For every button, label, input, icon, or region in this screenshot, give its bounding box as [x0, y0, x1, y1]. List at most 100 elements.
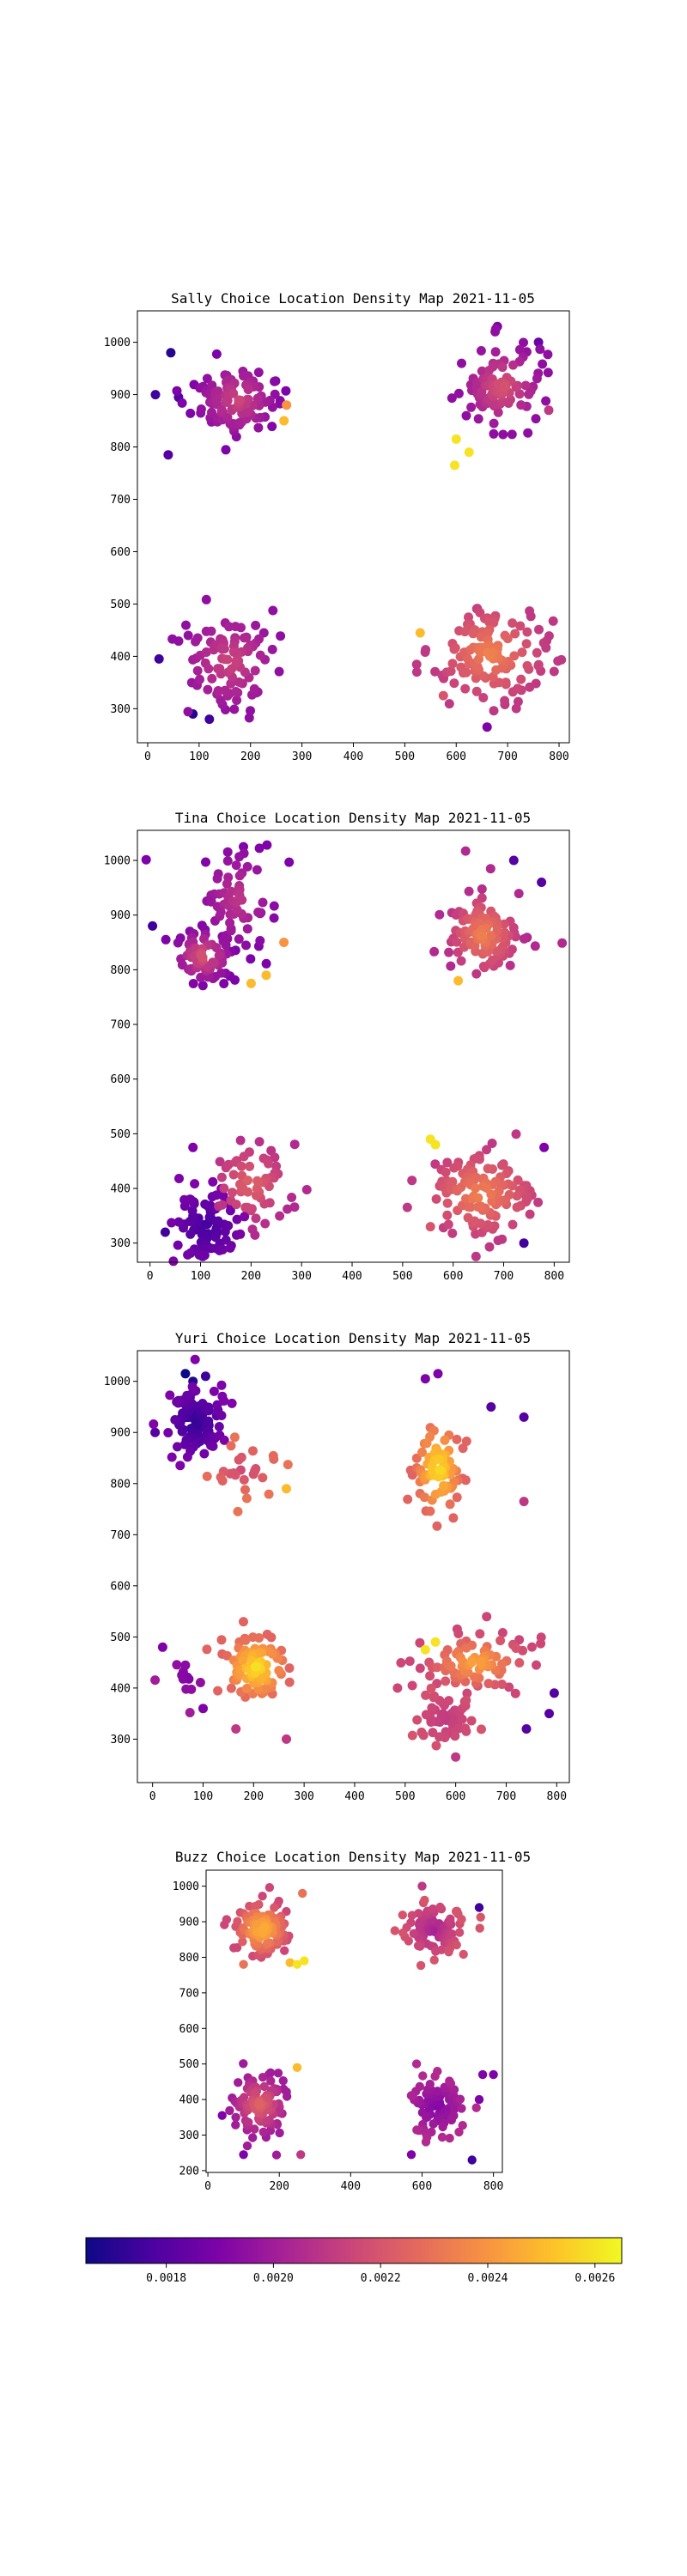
scatter-point [508, 855, 519, 866]
scatter-point [521, 1724, 532, 1734]
scatter-point [420, 1374, 430, 1384]
scatter-point [271, 2150, 282, 2160]
scatter-point [476, 1656, 486, 1667]
scatter-point [276, 631, 286, 641]
scatter-point [242, 1202, 252, 1212]
scatter-point [452, 1940, 461, 1950]
x-tick-label: 700 [497, 750, 517, 763]
y-tick-label: 500 [111, 1128, 131, 1141]
scatter-point [213, 386, 223, 397]
scatter-point [510, 629, 520, 639]
scatter-point [543, 349, 553, 360]
scatter-point [165, 1390, 175, 1400]
scatter-point [226, 886, 236, 896]
scatter-point [250, 2124, 259, 2134]
x-tick-label: 200 [244, 1790, 264, 1803]
scatter-point [253, 907, 264, 917]
x-tick-label: 400 [341, 2180, 361, 2193]
scatter-point [495, 1636, 506, 1646]
scatter-point [219, 644, 229, 654]
y-tick-label: 800 [111, 441, 131, 454]
scatter-point [252, 865, 262, 875]
scatter-point [160, 1227, 170, 1237]
scatter-point [444, 947, 454, 957]
y-tick-label: 900 [179, 1917, 199, 1929]
scatter-point [442, 1210, 453, 1220]
scatter-point [497, 1628, 508, 1637]
scatter-point [235, 1229, 246, 1239]
y-tick-label: 1000 [104, 855, 131, 868]
scatter-point [522, 660, 532, 671]
x-tick-label: 400 [342, 1270, 362, 1283]
scatter-point [467, 2155, 477, 2165]
scatter-point [543, 368, 553, 378]
scatter-point [407, 1176, 417, 1186]
scatter-point [217, 2111, 227, 2120]
scatter-point [203, 684, 213, 695]
scatter-point [233, 1917, 242, 1926]
scatter-point [556, 654, 567, 665]
scatter-point [442, 1198, 453, 1208]
scatter-point [170, 1415, 180, 1425]
scatter-point [254, 2100, 264, 2110]
colorbar-frame [85, 2237, 623, 2264]
scatter-point [445, 2133, 454, 2143]
tina-density-panel: Tina Choice Location Density Map 2021-11… [104, 810, 570, 1283]
scatter-point [260, 1923, 270, 1932]
scatter-point [438, 1709, 448, 1719]
scatter-point [219, 1435, 229, 1445]
colorbar-ticks: 0.0018 0.0020 0.0022 0.0024 0.0026 [146, 2263, 615, 2285]
scatter-point [439, 1480, 449, 1491]
scatter-point [446, 961, 456, 971]
x-tick-label: 0 [144, 750, 151, 763]
scatter-point [447, 2115, 456, 2125]
scatter-point [150, 390, 161, 400]
scatter-point [258, 2073, 268, 2082]
scatter-point [447, 393, 457, 404]
axis-ticks: 0 100 200 300 400 500 600 700 800 300 400 500 600 700… [104, 1376, 567, 1803]
scatter-point [150, 1427, 161, 1437]
x-tick-label: 300 [291, 1270, 311, 1283]
scatter-point [417, 1881, 427, 1891]
scatter-point [475, 1154, 484, 1164]
scatter-point [458, 2121, 467, 2130]
scatter-point [453, 975, 464, 986]
scatter-point [183, 707, 193, 717]
scatter-point [214, 951, 224, 961]
scatter-point [196, 972, 206, 982]
scatter-point [241, 1493, 252, 1504]
x-tick-label: 700 [494, 1270, 514, 1283]
scatter-point [537, 878, 547, 887]
scatter-point [234, 677, 244, 687]
scatter-point [452, 1492, 462, 1503]
scatter-point [217, 1244, 228, 1255]
scatter-point [268, 605, 278, 616]
scatter-point [266, 2076, 276, 2086]
scatter-point [270, 389, 280, 399]
scatter-point [198, 981, 208, 991]
scatter-point [461, 1194, 471, 1204]
y-tick-label: 300 [111, 1237, 131, 1250]
scatter-point [440, 1435, 450, 1445]
scatter-point [222, 878, 232, 889]
scatter-point [208, 1441, 218, 1451]
scatter-point [435, 909, 445, 920]
scatter-point [274, 666, 284, 677]
scatter-point [407, 1680, 417, 1691]
scatter-point [252, 1919, 262, 1929]
scatter-point [535, 344, 545, 355]
scatter-point [201, 594, 211, 605]
scatter-point [473, 1193, 483, 1203]
scatter-point [533, 659, 544, 670]
colorbar-tick-label: 0.0018 [146, 2272, 186, 2285]
scatter-point [392, 1683, 403, 1693]
scatter-point [216, 1172, 227, 1182]
scatter-point [477, 931, 487, 941]
scatter-point [148, 920, 158, 931]
scatter-point [190, 1354, 200, 1364]
scatter-point [454, 1928, 465, 1937]
y-tick-label: 700 [111, 1529, 131, 1542]
scatter-points [141, 840, 568, 1267]
scatter-point [231, 2112, 240, 2122]
